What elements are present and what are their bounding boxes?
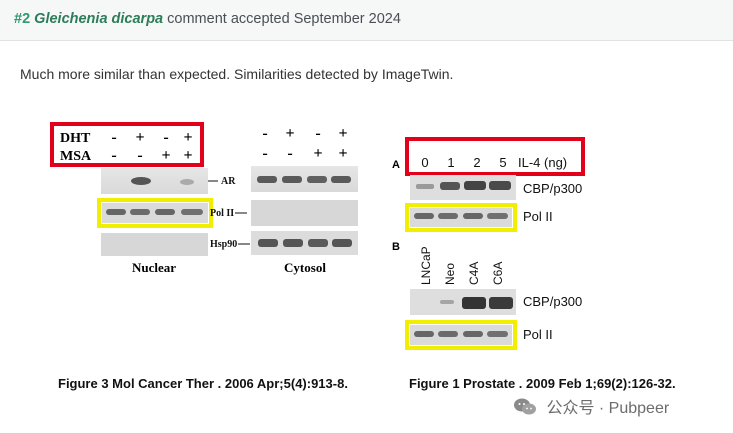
msa-label: MSA — [60, 149, 92, 164]
il4-label: IL-4 (ng) — [518, 155, 567, 170]
comment-status: comment accepted September 2024 — [167, 11, 401, 27]
band-label-polii-a: Pol II — [523, 209, 553, 224]
cytosol-polii-blot — [251, 200, 358, 226]
wechat-icon — [514, 398, 536, 416]
svg-text:+: + — [338, 125, 347, 142]
comment-number[interactable]: #2 — [14, 11, 31, 27]
svg-text:+: + — [135, 129, 144, 146]
watermark-text: 公众号 · Pubpeer — [546, 400, 670, 417]
svg-text:-: - — [315, 125, 320, 142]
il4-doses: 0 1 2 5 — [421, 155, 506, 170]
panel-b-label: B — [392, 241, 400, 253]
svg-text:1: 1 — [447, 155, 454, 170]
svg-text:-: - — [111, 129, 116, 146]
svg-text:+: + — [313, 145, 322, 162]
cytosol-ar-blot — [251, 166, 358, 192]
band-label-ar: AR — [221, 176, 236, 187]
svg-text:+: + — [161, 147, 170, 164]
cytosol-label: Cytosol — [284, 260, 326, 275]
band-label-polii-b: Pol II — [523, 327, 553, 342]
right-figure-caption: Figure 1 Prostate . 2009 Feb 1;69(2):126… — [409, 376, 676, 391]
svg-text:5: 5 — [499, 155, 506, 170]
svg-text:-: - — [111, 147, 116, 164]
panel-a-cbp-blot — [410, 175, 516, 200]
comment-header: #2 Gleichenia dicarpa comment accepted S… — [0, 0, 733, 41]
red-highlight-box — [50, 122, 204, 167]
nuclear-hsp90-blot — [101, 233, 208, 256]
cell-line-labels: LNCaP Neo C4A C6A — [419, 246, 505, 285]
dht-label: DHT — [60, 131, 91, 146]
svg-text:2: 2 — [473, 155, 480, 170]
svg-text:0: 0 — [421, 155, 428, 170]
svg-text:+: + — [183, 147, 192, 164]
red-highlight-box-right — [405, 137, 585, 176]
svg-text:-: - — [163, 129, 168, 146]
svg-text:Neo: Neo — [443, 263, 457, 285]
comparison-figure: DHT MSA - + - + - - + + - + - + - - + + — [50, 122, 585, 350]
svg-text:+: + — [338, 145, 347, 162]
svg-text:C4A: C4A — [467, 262, 481, 285]
cytosol-hsp90-blot — [251, 231, 358, 255]
species-name[interactable]: Gleichenia dicarpa — [34, 11, 164, 27]
left-figure-caption: Figure 3 Mol Cancer Ther . 2006 Apr;5(4)… — [58, 376, 348, 391]
svg-text:C6A: C6A — [491, 262, 505, 285]
panel-a-label: A — [392, 159, 400, 171]
nuclear-polii-blot — [97, 198, 213, 228]
svg-text:-: - — [137, 147, 142, 164]
svg-text:LNCaP: LNCaP — [419, 246, 433, 285]
band-label-cbp-b: CBP/p300 — [523, 294, 582, 309]
svg-text:+: + — [285, 125, 294, 142]
band-label-polii-left: Pol II — [210, 208, 234, 219]
band-label-cbp-a: CBP/p300 — [523, 181, 582, 196]
svg-text:-: - — [262, 125, 267, 142]
nuclear-treatment-signs: - + - + - - + + — [111, 129, 192, 164]
cytosol-treatment-signs: - + - + - - + + — [262, 125, 347, 162]
panel-b-cbp-blot — [410, 289, 516, 315]
nuclear-ar-blot — [101, 168, 208, 194]
panel-b-polii-blot — [405, 320, 517, 350]
comment-body: Much more similar than expected. Similar… — [20, 66, 454, 82]
svg-text:-: - — [262, 145, 267, 162]
nuclear-label: Nuclear — [132, 260, 176, 275]
band-label-hsp90: Hsp90 — [210, 239, 237, 250]
panel-a-polii-blot — [405, 203, 517, 232]
svg-text:+: + — [183, 129, 192, 146]
svg-text:-: - — [287, 145, 292, 162]
